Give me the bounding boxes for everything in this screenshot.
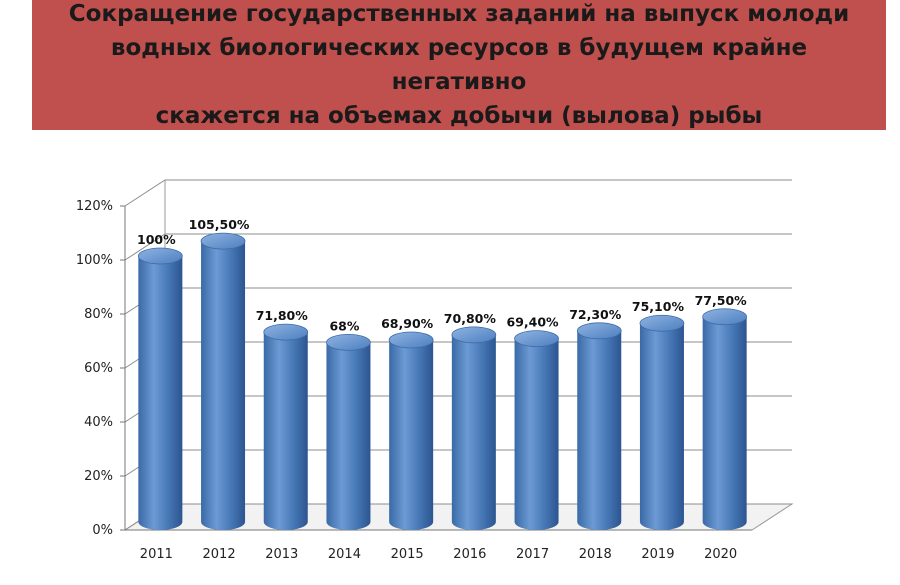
data-label: 68% — [329, 318, 359, 333]
x-tick-label: 2014 — [328, 547, 361, 562]
x-tick-label: 2019 — [641, 547, 674, 562]
slide-title-line-1: Сокращение государственных заданий на вы… — [68, 1, 850, 27]
bar-top — [514, 330, 559, 348]
data-label: 77,50% — [695, 293, 748, 308]
slide-title-line-2: водных биологических ресурсов в будущем … — [110, 35, 808, 95]
bar — [577, 330, 622, 530]
bar — [702, 316, 747, 530]
x-tick-label: 2012 — [203, 547, 236, 562]
bar — [263, 332, 308, 530]
y-tick-label: 120% — [76, 199, 113, 214]
x-tick-label: 2011 — [140, 547, 173, 562]
bar-top — [263, 323, 309, 341]
bar-chart: 0% 20% 40% 60% 80% 100% 120% 100% 2011 105,50% 20… — [76, 179, 794, 562]
bar — [201, 241, 246, 530]
data-label: 69,40% — [507, 315, 560, 330]
x-tick-label: 2017 — [516, 547, 549, 562]
bar-top — [576, 322, 622, 340]
data-label: 75,10% — [632, 299, 685, 314]
gridline — [124, 179, 792, 207]
x-tick-label: 2020 — [704, 547, 737, 562]
bar-top — [639, 314, 685, 332]
labels: 100% 2011 105,50% 2012 71,80% 2013 68% 2014 68,9… — [137, 217, 747, 562]
y-tick-label: 0% — [92, 523, 113, 538]
y-tick-label: 100% — [76, 253, 113, 268]
x-tick-label: 2013 — [265, 547, 298, 562]
bar — [639, 323, 684, 530]
bar — [451, 334, 496, 530]
x-tick-label: 2015 — [391, 547, 424, 562]
slide-title: Сокращение государственных заданий на вы… — [52, 0, 866, 133]
slide-title-line-3: скажется на объемах добычи (вылова) рыбы — [155, 103, 763, 129]
y-tick-label: 20% — [84, 469, 113, 484]
bar — [326, 342, 371, 530]
bar-top — [702, 308, 748, 326]
x-tick-label: 2016 — [453, 547, 486, 562]
bar — [514, 338, 559, 530]
title-banner: Сокращение государственных заданий на вы… — [32, 0, 886, 130]
bar-top — [451, 326, 497, 344]
bar — [389, 339, 434, 530]
data-label: 100% — [137, 232, 176, 247]
data-label: 72,30% — [569, 307, 622, 322]
bars — [137, 232, 748, 530]
bar-top — [200, 232, 246, 250]
x-tick-label: 2018 — [579, 547, 612, 562]
bar-top — [326, 333, 371, 351]
data-label: 71,80% — [256, 308, 309, 323]
bar — [138, 256, 183, 530]
bar-top — [137, 247, 183, 265]
y-tick-label: 80% — [84, 307, 113, 322]
y-tick-label: 60% — [84, 361, 113, 376]
y-tick-label: 40% — [84, 415, 113, 430]
bar-top — [388, 331, 434, 349]
data-label: 70,80% — [444, 311, 497, 326]
data-label: 105,50% — [189, 217, 250, 232]
data-label: 68,90% — [381, 316, 434, 331]
